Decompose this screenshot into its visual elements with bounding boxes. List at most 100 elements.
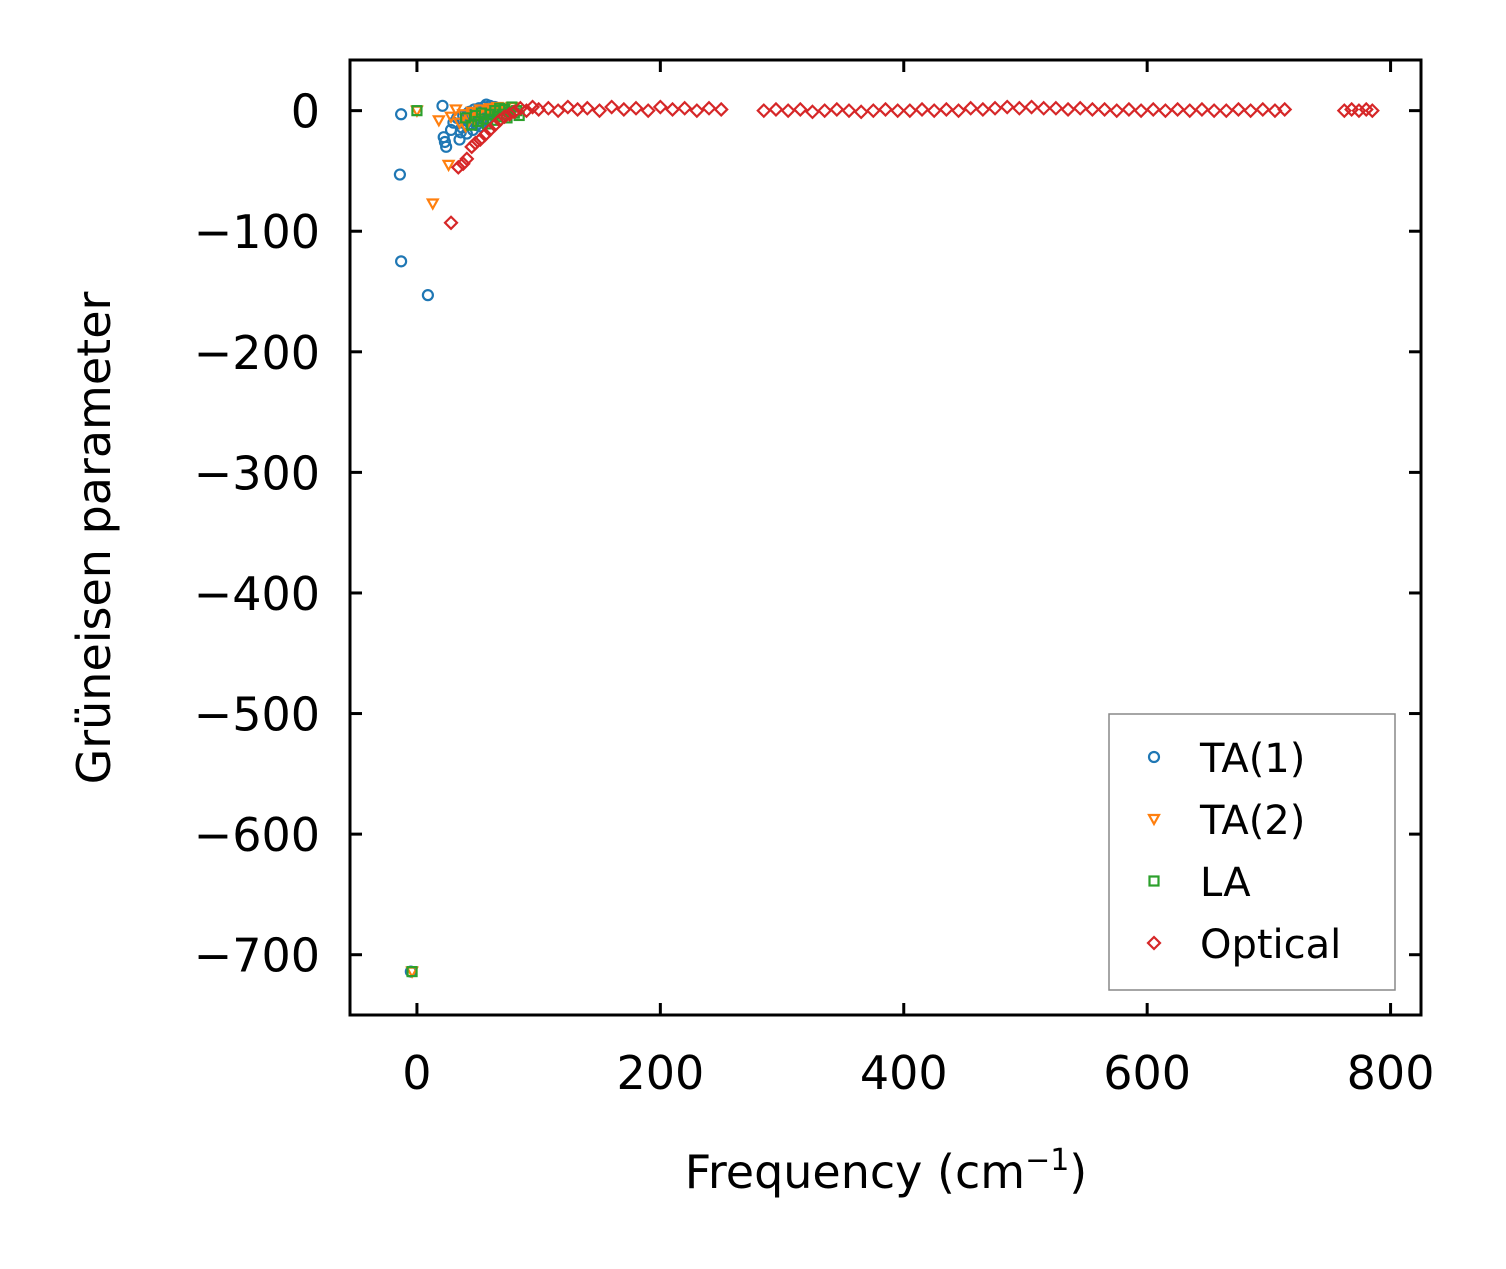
y-tick-label: −200	[194, 326, 320, 380]
data-point-optical	[640, 103, 656, 119]
x-axis-label-suffix: )	[1069, 1145, 1087, 1199]
data-point-optical	[701, 100, 717, 116]
data-point-ta1	[395, 255, 408, 268]
data-point-optical	[963, 100, 979, 116]
legend-marker-la	[1148, 875, 1160, 887]
data-point-optical	[1097, 101, 1113, 117]
legend-marker-shape	[1147, 813, 1161, 827]
data-point-optical	[1255, 101, 1271, 117]
data-point-optical	[1243, 103, 1259, 119]
legend-frame	[1108, 713, 1396, 991]
data-point-optical	[1218, 103, 1234, 119]
data-point-optical	[1182, 103, 1198, 119]
data-point-optical	[501, 106, 517, 122]
data-point-optical	[1060, 101, 1076, 117]
legend-item-ta1: TA(1)	[1147, 736, 1305, 782]
data-point-ta2	[431, 115, 446, 128]
data-point-optical	[497, 109, 513, 125]
data-point-optical	[1277, 101, 1293, 117]
legend-marker-shape	[1147, 750, 1161, 764]
data-point-optical	[1036, 100, 1052, 116]
data-point-optical	[975, 101, 991, 117]
data-point-optical	[902, 103, 918, 119]
data-point-optical	[1048, 100, 1064, 116]
data-point-optical	[1145, 101, 1161, 117]
data-point-ta1	[440, 140, 453, 153]
data-point-optical	[1170, 101, 1186, 117]
data-point-optical	[487, 117, 503, 133]
data-point-optical	[756, 103, 772, 119]
data-point-optical	[1230, 101, 1246, 117]
data-point-optical	[1336, 103, 1352, 119]
legend-label-ta1: TA(1)	[1199, 736, 1305, 782]
data-point-optical	[560, 99, 576, 115]
data-point-optical	[865, 103, 881, 119]
data-point-optical	[689, 103, 705, 119]
data-point-optical	[841, 103, 857, 119]
data-point-optical	[591, 103, 608, 119]
legend-label-la: LA	[1200, 860, 1251, 906]
data-point-optical	[472, 132, 488, 148]
data-point-optical	[987, 100, 1003, 116]
legend-item-optical: Optical	[1146, 922, 1341, 968]
data-point-ta1	[421, 289, 434, 302]
data-point-ta1	[436, 99, 449, 112]
legend-label-optical: Optical	[1200, 922, 1341, 968]
data-point-optical	[713, 101, 729, 117]
y-tick-label: −700	[194, 929, 320, 983]
data-point-ta1	[395, 108, 408, 121]
data-point-optical	[817, 103, 833, 119]
data-point-optical	[1023, 99, 1040, 115]
data-point-optical	[464, 139, 480, 155]
plot-frame	[348, 58, 1423, 1017]
data-point-optical	[455, 156, 471, 172]
legend-marker-shape	[1148, 875, 1160, 887]
x-tick-label: 600	[1103, 1046, 1191, 1100]
data-point-optical	[792, 101, 808, 117]
data-point-optical	[938, 101, 954, 117]
data-point-optical	[518, 103, 535, 119]
data-point-optical	[1364, 103, 1380, 119]
data-point-ta2	[425, 198, 440, 211]
data-point-ta2	[444, 111, 458, 124]
data-point-optical	[450, 159, 466, 175]
legend-item-ta2: TA(2)	[1147, 798, 1305, 844]
data-point-optical	[1121, 101, 1137, 117]
y-axis-label: Grüneisen parameter	[67, 291, 121, 784]
data-point-optical	[950, 103, 967, 119]
data-point-optical	[999, 99, 1015, 115]
data-point-optical	[1206, 103, 1222, 119]
data-point-ta1	[453, 133, 466, 146]
data-point-optical	[459, 151, 475, 167]
data-point-optical	[1194, 101, 1210, 117]
data-point-optical	[877, 101, 894, 117]
data-point-optical	[482, 122, 498, 138]
legend-marker-optical	[1146, 935, 1162, 951]
legend-marker-ta2	[1147, 813, 1161, 827]
data-point-optical	[780, 103, 796, 119]
x-axis-label-main: Frequency (cm	[685, 1145, 1025, 1199]
data-point-ta1	[393, 168, 406, 181]
x-tick-label: 0	[402, 1046, 431, 1100]
data-point-optical	[677, 100, 693, 116]
legend-label-ta2: TA(2)	[1199, 798, 1305, 844]
data-point-la	[411, 105, 423, 117]
y-tick-label: −100	[194, 205, 320, 259]
legend-marker-shape	[1146, 935, 1162, 951]
x-tick-label: 200	[616, 1046, 704, 1100]
y-tick-label: 0	[291, 85, 320, 139]
data-point-optical	[853, 104, 869, 120]
y-tick-label: −400	[194, 567, 320, 621]
x-tick-label: 400	[860, 1046, 948, 1100]
data-point-optical	[604, 99, 620, 115]
data-marks	[393, 98, 1380, 979]
data-point-la	[406, 965, 418, 978]
data-point-optical	[926, 103, 942, 119]
data-point-optical	[467, 135, 483, 151]
data-point-optical	[1084, 101, 1100, 117]
x-axis-label: Frequency (cm−1)	[685, 1143, 1088, 1199]
legend-item-la: LA	[1148, 860, 1251, 906]
legend: TA(1) TA(2) LA Optical	[1108, 713, 1396, 991]
